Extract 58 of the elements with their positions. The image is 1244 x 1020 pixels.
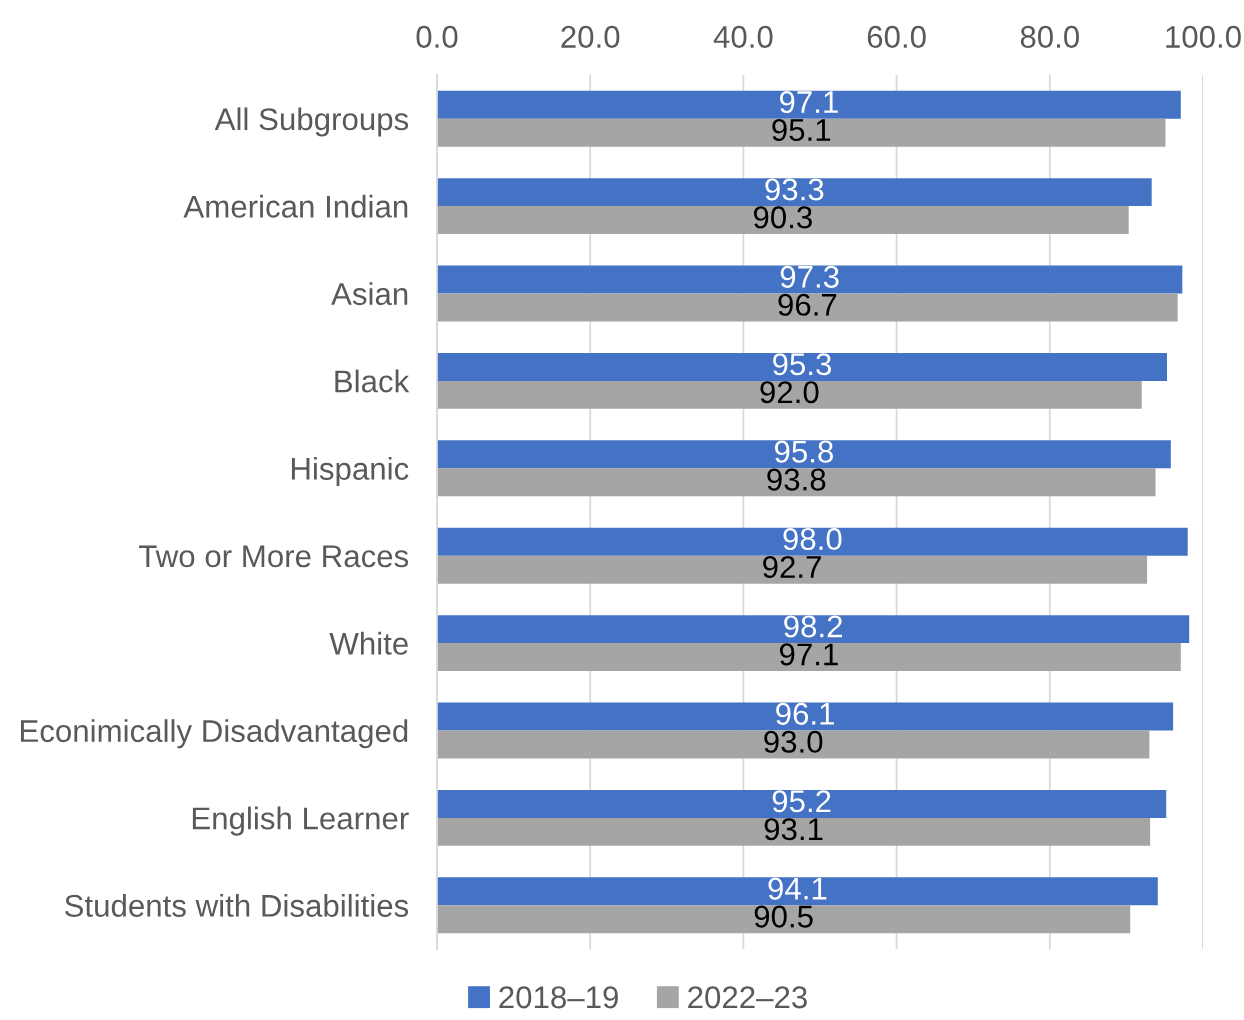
bar — [437, 527, 1188, 556]
data-label: 94.1 — [768, 877, 827, 900]
y-tick-label: Students with Disabilities — [65, 893, 409, 917]
data-label: 98.0 — [783, 527, 842, 551]
bar — [437, 817, 1151, 846]
y-tick-label: Asian — [331, 282, 408, 306]
data-label: 98.2 — [784, 615, 842, 638]
data-label: 95.2 — [772, 790, 831, 813]
data-label: 95.3 — [773, 353, 832, 376]
y-tick-label: White — [329, 631, 408, 655]
x-tick-label: 60.0 — [867, 25, 926, 48]
x-tick-label: 100.0 — [1166, 25, 1241, 48]
data-label: 90.3 — [753, 206, 812, 229]
y-tick-label: American Indian — [183, 194, 408, 218]
legend-label: 2018–19 — [499, 986, 618, 1009]
x-tick-label: 0.0 — [416, 25, 458, 48]
bar — [437, 440, 1171, 469]
bar — [437, 265, 1183, 294]
bar — [437, 905, 1131, 934]
data-label: 96.1 — [776, 702, 834, 725]
y-tick-label: Hispanic — [291, 456, 409, 487]
bar — [437, 206, 1129, 235]
y-tick-label: All Subgroups — [214, 107, 409, 137]
y-tick-label: Two or More Races — [139, 545, 409, 568]
bar — [437, 468, 1156, 497]
data-label: 97.1 — [779, 643, 838, 666]
bar — [437, 789, 1167, 818]
bar — [437, 118, 1166, 147]
data-label: 93.0 — [764, 730, 823, 753]
x-tick-label: 80.0 — [1020, 25, 1079, 48]
bar — [437, 352, 1167, 381]
data-label: 97.1 — [779, 90, 838, 114]
y-tick-label: Econimically Disadvantaged — [20, 719, 408, 749]
data-label: 96.7 — [778, 293, 837, 316]
data-label: 92.0 — [760, 381, 819, 404]
bar — [437, 380, 1142, 409]
data-label: 95.1 — [772, 118, 831, 142]
bar — [437, 702, 1174, 731]
bar — [437, 615, 1190, 644]
y-tick-label: English Learner — [192, 806, 409, 836]
data-label: 97.3 — [780, 265, 839, 288]
data-label: 95.8 — [774, 440, 833, 463]
data-label: 93.3 — [765, 178, 824, 201]
legend-label: 2022–23 — [688, 986, 807, 1009]
data-label: 93.1 — [764, 818, 823, 841]
bar — [437, 178, 1152, 207]
bar — [437, 730, 1150, 759]
data-label: 92.7 — [763, 555, 821, 579]
bar — [437, 555, 1148, 584]
data-label: 93.8 — [767, 468, 826, 491]
y-tick-label: Black — [335, 369, 410, 393]
bar — [437, 293, 1178, 322]
bar — [437, 643, 1181, 672]
data-label: 90.5 — [754, 905, 813, 928]
bar — [437, 877, 1158, 906]
x-tick-label: 20.0 — [561, 25, 620, 48]
bar — [437, 90, 1181, 119]
x-tick-label: 40.0 — [713, 25, 773, 48]
